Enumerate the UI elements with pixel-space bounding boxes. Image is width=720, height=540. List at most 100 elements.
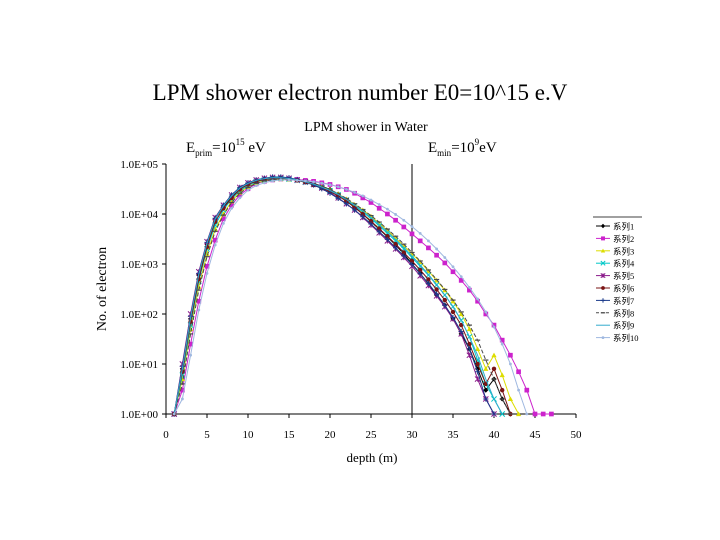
data-point	[442, 260, 448, 266]
y-tick-label: 1.0E+04	[120, 209, 158, 221]
series-layer	[171, 174, 554, 417]
x-tick-label: 30	[407, 429, 419, 441]
emin-tail: eV	[479, 140, 497, 156]
data-point	[270, 174, 276, 180]
data-point	[368, 218, 374, 224]
data-point	[499, 387, 505, 393]
data-point	[435, 247, 438, 251]
data-point	[442, 302, 448, 308]
x-tick-label: 0	[163, 429, 169, 441]
eprim-sup: 15	[236, 137, 246, 147]
data-point	[230, 206, 234, 210]
data-point	[417, 271, 423, 277]
data-point	[492, 325, 496, 329]
data-point	[418, 231, 422, 235]
legend-label: 系列9	[613, 321, 634, 331]
data-point	[475, 369, 481, 375]
eprim-tail: eV	[245, 140, 266, 156]
legend-item: 系列1	[596, 222, 634, 232]
data-point	[384, 227, 390, 233]
emin-mid: =10	[451, 140, 474, 156]
data-point	[410, 225, 414, 228]
data-point	[508, 352, 513, 358]
data-point	[327, 190, 333, 196]
data-point	[475, 298, 480, 304]
data-point	[237, 192, 243, 198]
data-point	[532, 411, 538, 417]
data-point	[196, 298, 202, 304]
data-point	[417, 267, 423, 273]
data-point	[484, 310, 488, 314]
data-point	[238, 196, 242, 200]
legend-label: 系列7	[613, 296, 634, 306]
data-point	[434, 287, 439, 292]
data-point	[475, 346, 481, 352]
data-point	[401, 250, 407, 255]
data-point	[450, 309, 456, 315]
legend-label: 系列3	[613, 246, 634, 256]
data-point	[525, 412, 529, 416]
data-point	[467, 287, 472, 293]
eprim-base: E	[186, 140, 195, 156]
data-point	[459, 275, 463, 278]
data-point	[328, 183, 332, 187]
data-point	[279, 178, 283, 182]
data-point	[393, 245, 399, 251]
axes: 1.0E+00 1.0E+01 1.0E+02 1.0E+03 1.0E+04 1.0E+…	[120, 159, 582, 441]
data-point	[254, 184, 258, 187]
data-point	[336, 185, 340, 189]
legend-item: 系列3	[596, 246, 634, 256]
data-point	[360, 195, 366, 201]
series-3	[171, 176, 522, 417]
data-point	[601, 336, 605, 339]
eprim-mid: =10	[212, 140, 235, 156]
series-9	[173, 177, 503, 415]
data-point	[181, 397, 184, 401]
data-point	[204, 263, 210, 269]
data-point	[343, 201, 349, 207]
emin-base: E	[428, 140, 437, 156]
data-point	[450, 298, 456, 304]
legend-item: 系列4	[596, 259, 635, 269]
data-point	[229, 192, 235, 198]
data-point	[263, 181, 266, 185]
data-point	[600, 298, 606, 303]
data-point	[600, 223, 606, 229]
data-point	[376, 226, 382, 231]
data-point	[425, 280, 431, 286]
data-point	[458, 322, 464, 328]
x-tick-label: 5	[204, 429, 210, 441]
legend-label: 系列10	[613, 333, 639, 343]
data-point	[476, 297, 479, 301]
data-point	[601, 236, 605, 241]
data-point	[524, 387, 530, 393]
x-tick-label: 20	[325, 429, 337, 441]
data-point	[475, 366, 481, 372]
legend-label: 系列1	[613, 222, 634, 232]
data-point	[450, 269, 456, 275]
data-point	[393, 217, 398, 223]
data-point	[172, 412, 176, 416]
data-point	[434, 252, 439, 258]
data-point	[409, 261, 415, 268]
x-tick-label: 40	[489, 429, 501, 441]
legend-item: 系列5	[596, 271, 634, 281]
data-point	[287, 178, 291, 182]
data-point	[491, 352, 497, 358]
x-tick-label: 10	[243, 429, 255, 441]
data-point	[466, 346, 472, 352]
data-point	[394, 213, 397, 216]
y-tick-label: 1.0E+05	[120, 159, 158, 171]
data-point	[442, 297, 448, 303]
legend-label: 系列2	[613, 234, 634, 244]
data-point	[516, 411, 522, 417]
data-point	[368, 221, 374, 227]
series-line	[173, 177, 503, 415]
data-point	[335, 195, 341, 202]
data-point	[188, 341, 193, 347]
data-point	[491, 411, 497, 417]
data-point	[384, 236, 390, 243]
x-tick-label: 15	[284, 429, 296, 441]
data-point	[491, 322, 497, 328]
